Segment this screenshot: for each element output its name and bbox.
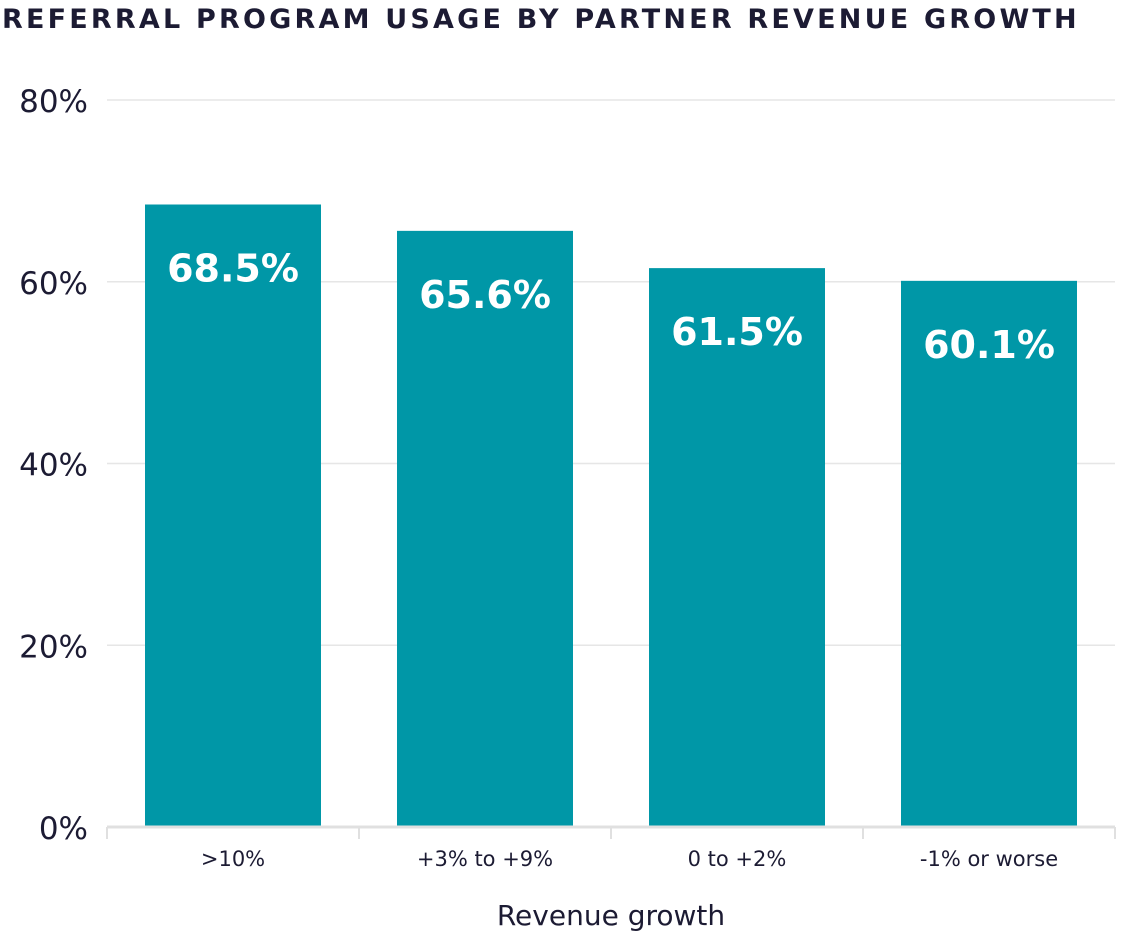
bar <box>397 230 573 828</box>
x-tick-label: >10% <box>201 847 265 871</box>
data-label: 65.6% <box>419 273 551 317</box>
y-tick-label: 20% <box>19 629 88 665</box>
bar <box>145 204 321 828</box>
y-tick-label: 0% <box>39 811 88 847</box>
data-label: 61.5% <box>671 310 803 354</box>
x-tick-label: +3% to +9% <box>417 847 553 871</box>
y-tick-label: 40% <box>19 448 88 484</box>
chart-title: REFERRAL PROGRAM USAGE BY PARTNER REVENU… <box>2 4 1080 35</box>
data-label: 60.1% <box>923 323 1055 367</box>
x-axis-title: Revenue growth <box>497 899 725 932</box>
bar <box>901 280 1077 827</box>
y-tick-label: 80% <box>19 84 88 120</box>
x-tick-label: 0 to +2% <box>688 847 787 871</box>
x-tick-label: -1% or worse <box>920 847 1058 871</box>
bar <box>649 268 825 827</box>
data-label: 68.5% <box>167 247 299 291</box>
y-tick-label: 60% <box>19 266 88 302</box>
